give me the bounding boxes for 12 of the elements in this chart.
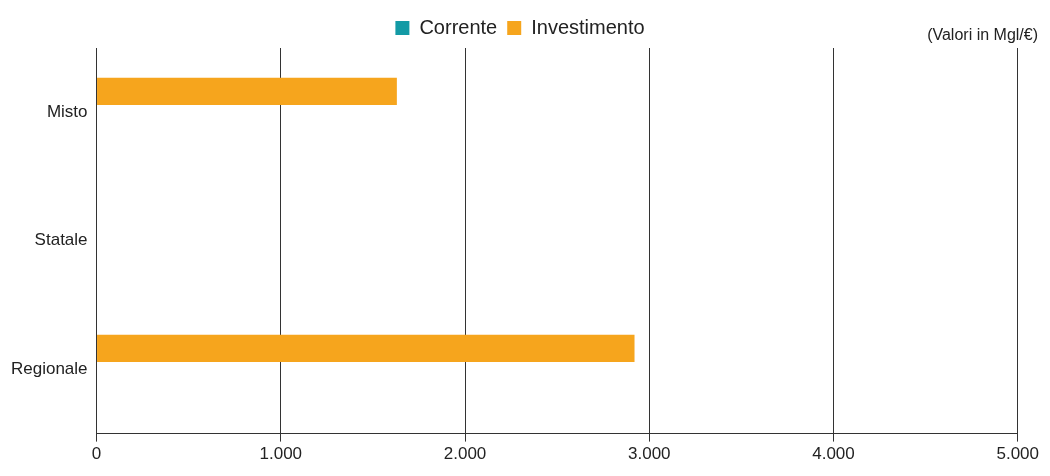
y-tick-label: Regionale [11,359,88,379]
y-tick-label: Misto [46,101,88,121]
legend-label: Corrente [419,15,498,38]
x-tick-label: 2.000 [443,444,487,464]
x-tick-label: 5.000 [996,444,1039,464]
x-tick-label: 4.000 [812,444,855,464]
text: (Valori in Mgl/€) [927,26,1038,44]
x-tick-label: 1.000 [259,444,303,464]
y-tick-label: Statale [34,230,88,250]
x-tick-label: 3.000 [627,444,671,464]
legend-label: Investimento [531,15,645,38]
x-tick-label: 0 [91,444,102,464]
